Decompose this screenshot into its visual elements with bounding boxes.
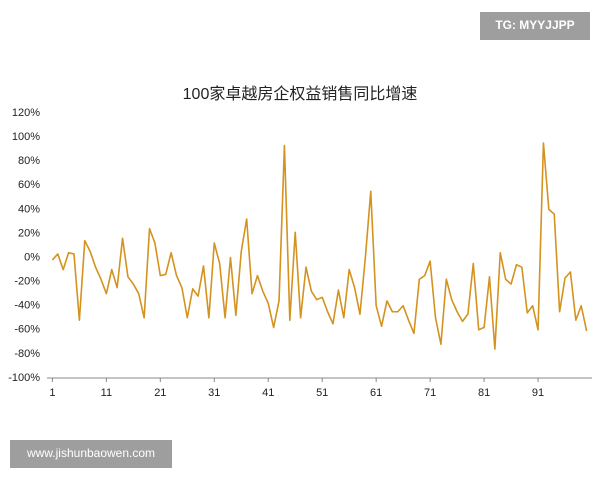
- x-tick-label: 91: [532, 387, 544, 399]
- x-tick-label: 1: [49, 387, 55, 399]
- watermark-box: [10, 440, 172, 468]
- y-tick-label: -40%: [14, 300, 40, 312]
- y-tick-label: -20%: [14, 276, 40, 288]
- x-tick-label: 11: [101, 387, 112, 399]
- y-tick-label: 80%: [18, 155, 40, 167]
- y-tick-label: 60%: [18, 179, 40, 191]
- x-tick-label: 51: [316, 387, 328, 399]
- y-tick-label: 120%: [12, 107, 40, 119]
- watermark-box: [480, 12, 590, 40]
- y-tick-label: -60%: [14, 324, 40, 336]
- x-tick-label: 21: [154, 387, 166, 399]
- watermark: TG: MYYJJPP: [495, 18, 574, 32]
- x-tick-label: 71: [424, 387, 436, 399]
- x-tick-label: 81: [478, 387, 490, 399]
- chart-title: 100家卓越房企权益销售同比增速: [183, 85, 418, 103]
- y-tick-label: 100%: [12, 131, 40, 143]
- y-tick-label: 40%: [18, 203, 40, 215]
- y-tick-label: -80%: [14, 348, 40, 360]
- y-tick-label: 20%: [18, 227, 40, 239]
- y-tick-label: 0%: [24, 251, 40, 263]
- x-tick-label: 41: [262, 387, 274, 399]
- x-tick-label: 61: [370, 387, 382, 399]
- watermark: www.jishunbaowen.com: [26, 446, 155, 460]
- x-tick-label: 31: [208, 387, 220, 399]
- y-tick-label: -100%: [8, 372, 40, 384]
- line: [51, 142, 588, 350]
